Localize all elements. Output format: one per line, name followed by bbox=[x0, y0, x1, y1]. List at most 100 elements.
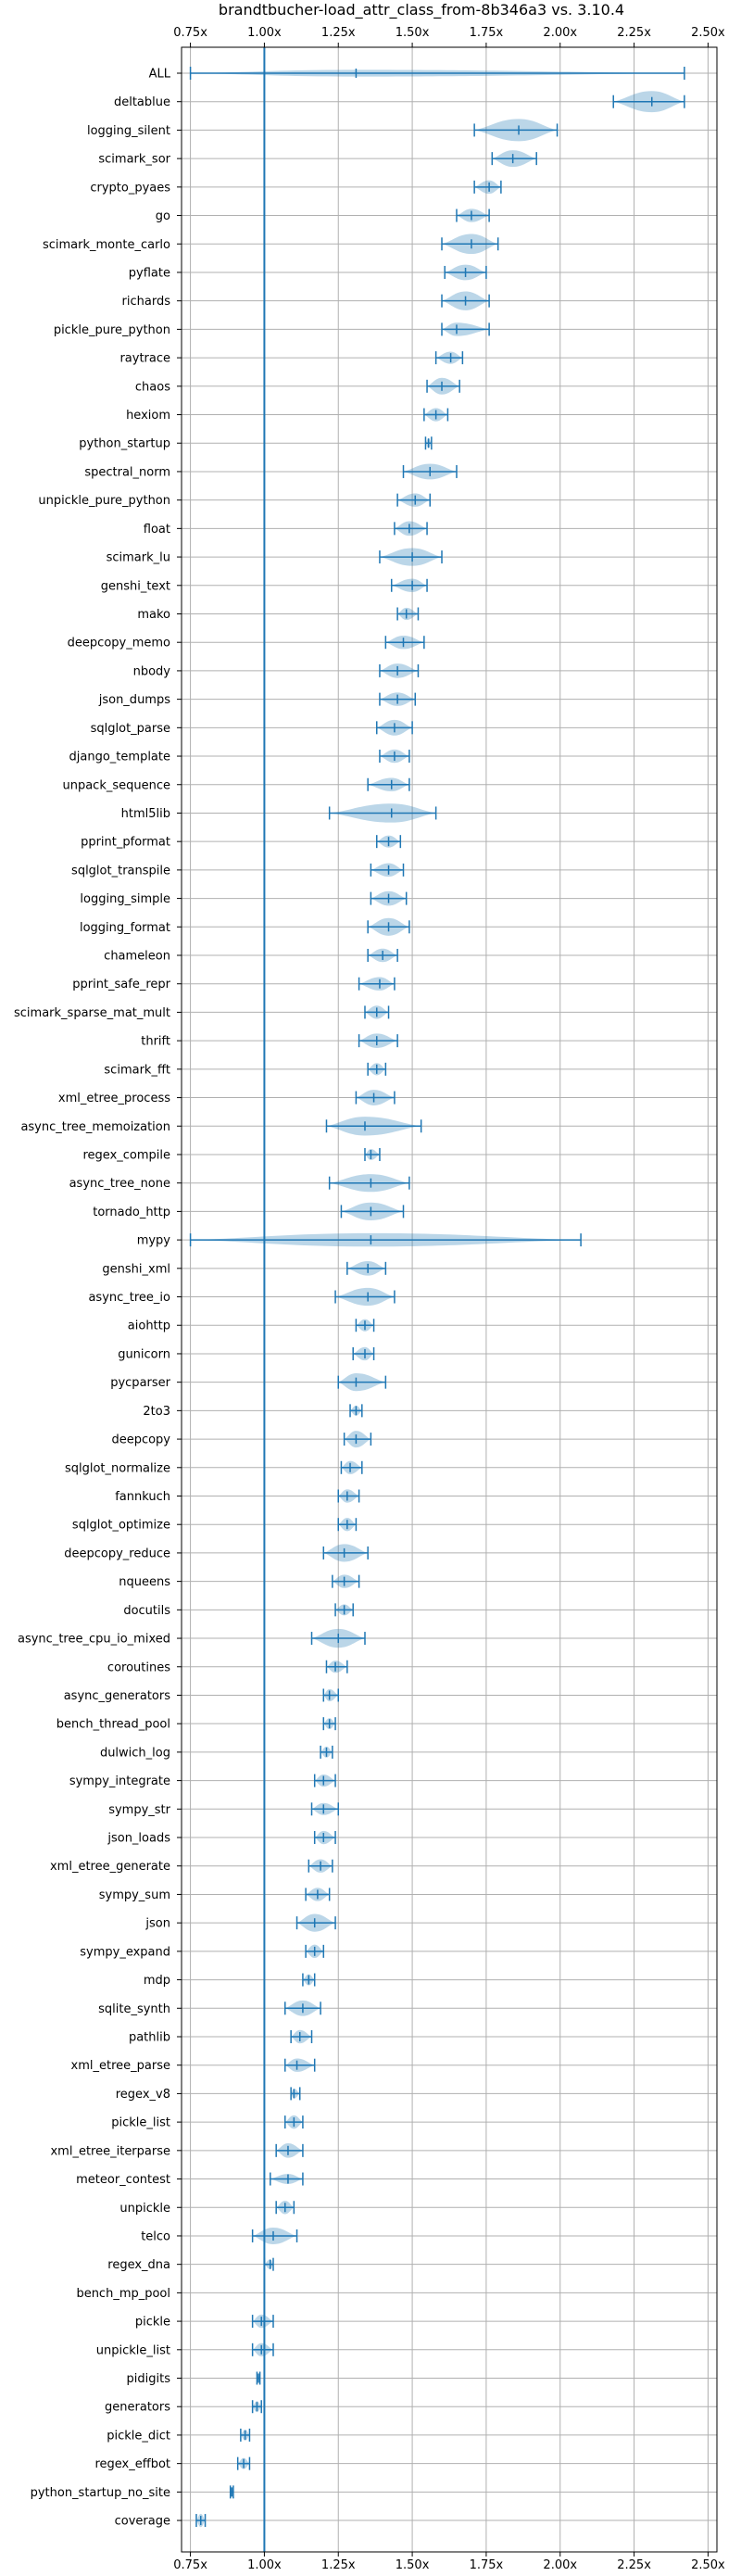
benchmark-label: dulwich_log bbox=[100, 1746, 170, 1760]
benchmark-label: generators bbox=[105, 2401, 170, 2415]
benchmark-label: scimark_lu bbox=[107, 551, 170, 565]
x-tick-label-bottom: 1.75x bbox=[470, 2558, 504, 2572]
benchmark-label: raytrace bbox=[119, 352, 170, 366]
benchmark-label: scimark_monte_carlo bbox=[43, 238, 170, 252]
benchmark-label: django_template bbox=[69, 751, 170, 764]
benchmark-label: unpack_sequence bbox=[62, 778, 170, 792]
benchmark-label: unpickle bbox=[119, 2202, 170, 2216]
plot-frame bbox=[181, 46, 718, 2553]
benchmark-label: xml_etree_parse bbox=[71, 2059, 170, 2073]
benchmark-label: sqlglot_parse bbox=[91, 722, 170, 736]
benchmark-label: async_tree_memoization bbox=[20, 1120, 170, 1134]
benchmark-label: richards bbox=[122, 295, 171, 309]
benchmark-label: coverage bbox=[115, 2515, 170, 2529]
benchmark-label: aiohttp bbox=[128, 1320, 170, 1333]
benchmark-label: pyflate bbox=[129, 266, 170, 280]
benchmark-label: fannkuch bbox=[115, 1490, 170, 1504]
benchmark-label: pickle_pure_python bbox=[54, 323, 170, 337]
benchmark-label: bench_thread_pool bbox=[57, 1718, 170, 1732]
benchmark-label: sqlglot_transpile bbox=[71, 864, 170, 878]
benchmark-label: nbody bbox=[133, 664, 171, 678]
x-tick-label-top: 1.75x bbox=[470, 26, 504, 40]
benchmark-label: gunicorn bbox=[118, 1347, 170, 1361]
grid-layer bbox=[177, 43, 717, 2557]
benchmark-label: pprint_pformat bbox=[81, 836, 170, 850]
benchmark-label: pickle_dict bbox=[107, 2429, 170, 2443]
benchmark-label: scimark_fft bbox=[104, 1063, 170, 1077]
x-tick-label-bottom: 2.00x bbox=[543, 2558, 577, 2572]
benchmark-label: go bbox=[156, 209, 170, 223]
benchmark-label: unpickle_pure_python bbox=[38, 494, 170, 508]
benchmark-label: deepcopy_reduce bbox=[64, 1547, 170, 1560]
benchmark-label: logging_format bbox=[80, 921, 170, 935]
x-tick-label-top: 0.75x bbox=[173, 26, 207, 40]
benchmark-label: json_dumps bbox=[98, 693, 170, 707]
x-tick-label-bottom: 2.25x bbox=[617, 2558, 651, 2572]
benchmark-label: thrift bbox=[141, 1035, 170, 1049]
x-tick-label-top: 1.00x bbox=[247, 26, 282, 40]
benchmark-label: chaos bbox=[135, 380, 170, 394]
benchmark-label: bench_mp_pool bbox=[76, 2287, 170, 2301]
x-tick-label-bottom: 2.50x bbox=[691, 2558, 725, 2572]
benchmark-label: pathlib bbox=[129, 2030, 170, 2044]
benchmark-label: pickle bbox=[135, 2316, 170, 2330]
x-tick-label-top: 1.50x bbox=[396, 26, 430, 40]
benchmark-label: mypy bbox=[137, 1234, 171, 1248]
benchmark-label: pycparser bbox=[110, 1376, 170, 1390]
x-tick-label-bottom: 1.00x bbox=[247, 2558, 282, 2572]
benchmark-label: unpickle_list bbox=[96, 2343, 170, 2357]
x-tick-label-top: 1.25x bbox=[321, 26, 356, 40]
benchmark-label: regex_dna bbox=[107, 2258, 170, 2272]
benchmark-label: sqlglot_normalize bbox=[65, 1461, 170, 1475]
benchmark-label: sympy_expand bbox=[80, 1945, 170, 1959]
benchmark-label: xml_etree_iterparse bbox=[50, 2144, 170, 2158]
benchmark-label: deltablue bbox=[114, 95, 170, 109]
benchmark-label: logging_simple bbox=[80, 892, 170, 906]
benchmark-label: genshi_text bbox=[101, 579, 170, 593]
x-tick-label-bottom: 0.75x bbox=[173, 2558, 207, 2572]
x-tick-label-bottom: 1.50x bbox=[396, 2558, 430, 2572]
benchmark-label: python_startup_no_site bbox=[31, 2486, 170, 2500]
benchmark-label: regex_effbot bbox=[94, 2457, 170, 2471]
benchmark-label: pprint_safe_repr bbox=[72, 978, 170, 991]
label-layer: 0.75x 0.75x 1.00x 1.00x 1.25x 1.25x 1.50x 1.50x… bbox=[14, 26, 725, 2572]
benchmark-label: sympy_integrate bbox=[69, 1774, 170, 1788]
benchmark-label: async_tree_cpu_io_mixed bbox=[18, 1633, 170, 1647]
benchmark-label: sympy_sum bbox=[99, 1888, 170, 1902]
benchmark-label: chameleon bbox=[104, 950, 170, 964]
benchmark-label: deepcopy_memo bbox=[68, 637, 170, 650]
benchmark-label: mako bbox=[137, 608, 170, 622]
benchmark-label: spectral_norm bbox=[84, 465, 170, 479]
benchmark-label: async_tree_io bbox=[88, 1291, 170, 1305]
benchmark-label: docutils bbox=[123, 1604, 170, 1618]
benchmark-label: async_tree_none bbox=[69, 1177, 170, 1191]
benchmark-label: 2to3 bbox=[143, 1405, 170, 1419]
x-tick-label-bottom: 1.25x bbox=[321, 2558, 356, 2572]
benchmark-label: pidigits bbox=[127, 2372, 171, 2386]
benchmark-label: html5lib bbox=[121, 807, 170, 821]
benchmark-label: float bbox=[144, 523, 170, 537]
benchmark-label: meteor_contest bbox=[76, 2173, 170, 2187]
benchmark-label: xml_etree_process bbox=[58, 1092, 170, 1105]
benchmark-label: json_loads bbox=[107, 1832, 170, 1846]
benchmark-label: json bbox=[144, 1917, 170, 1931]
benchmark-label: python_startup bbox=[79, 437, 170, 451]
benchmark-label: logging_silent bbox=[87, 124, 170, 138]
benchmark-label: deepcopy bbox=[111, 1433, 170, 1447]
benchmark-label: pickle_list bbox=[111, 2116, 170, 2130]
x-tick-label-top: 2.00x bbox=[543, 26, 577, 40]
benchmark-label: coroutines bbox=[107, 1661, 170, 1674]
benchmark-label: regex_v8 bbox=[116, 2088, 170, 2102]
benchmark-label: nqueens bbox=[119, 1575, 170, 1589]
benchmark-label: xml_etree_generate bbox=[50, 1860, 170, 1874]
chart-title: brandtbucher-load_attr_class_from-8b346a… bbox=[219, 1, 624, 19]
x-tick-label-top: 2.25x bbox=[617, 26, 651, 40]
benchmark-label: ALL bbox=[149, 68, 171, 82]
benchmark-label: scimark_sor bbox=[98, 153, 170, 167]
benchmark-label: telco bbox=[141, 2229, 170, 2243]
benchmark-label: scimark_sparse_mat_mult bbox=[14, 1006, 170, 1020]
benchmark-label: sqlite_synth bbox=[98, 2002, 170, 2016]
benchmark-label: regex_compile bbox=[82, 1148, 170, 1162]
benchmark-label: hexiom bbox=[126, 409, 170, 423]
